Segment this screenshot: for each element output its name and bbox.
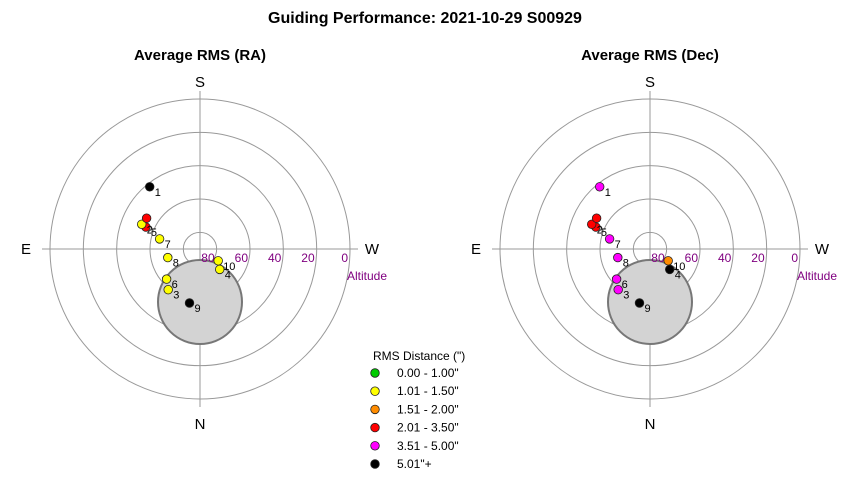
direction-n: N [645, 416, 656, 433]
chart-title: Guiding Performance: 2021-10-29 S00929 [268, 10, 582, 27]
direction-w: W [365, 241, 380, 258]
point-label: 3 [623, 290, 629, 302]
data-point [161, 274, 172, 284]
point-label: 3 [173, 290, 179, 302]
data-point [595, 182, 605, 192]
data-point [613, 252, 623, 263]
altitude-label: Altitude [347, 269, 387, 283]
point-label: 7 [165, 239, 171, 251]
data-point [634, 298, 645, 308]
data-point [136, 219, 147, 230]
legend-label: 3.51 - 5.00" [397, 439, 459, 453]
data-point [144, 182, 155, 192]
point-label: 8 [173, 258, 179, 270]
legend-label: 2.01 - 3.50" [397, 421, 459, 435]
altitude-tick: 80 [651, 251, 665, 265]
altitude-tick: 60 [685, 251, 699, 265]
point-label: 1 [605, 187, 611, 199]
legend-title: RMS Distance (") [373, 349, 465, 363]
shaded-region [607, 259, 693, 345]
data-point [663, 256, 673, 266]
point-label: 9 [195, 303, 201, 315]
point-label: 2 [597, 224, 603, 236]
legend-marker [370, 368, 380, 378]
data-point [604, 234, 615, 244]
shaded-region [157, 259, 243, 345]
polar-panel-ra: Average RMS (RA) S N E W 80 60 40 20 0 Altitude 9 3… [21, 47, 387, 433]
point-label: 6 [172, 279, 178, 291]
altitude-tick: 60 [235, 251, 249, 265]
panel-title-dec: Average RMS (Dec) [581, 47, 719, 64]
legend-label: 1.01 - 1.50" [397, 384, 459, 398]
point-label: 8 [623, 258, 629, 270]
data-point [213, 256, 223, 266]
altitude-tick: 0 [341, 251, 348, 265]
data-point [141, 213, 152, 223]
data-point [591, 213, 602, 223]
legend-label: 5.01"+ [397, 457, 432, 471]
altitude-tick: 20 [301, 251, 315, 265]
data-point [613, 285, 623, 295]
direction-s: S [195, 74, 205, 91]
panel-title-ra: Average RMS (RA) [134, 47, 266, 64]
direction-e: E [471, 241, 481, 258]
point-label: 9 [645, 303, 651, 315]
point-label: 2 [147, 224, 153, 236]
legend-marker [370, 386, 380, 396]
direction-w: W [815, 241, 830, 258]
data-point [587, 219, 597, 230]
legend-marker [370, 459, 380, 469]
point-label: 6 [622, 279, 628, 291]
data-point [163, 285, 173, 295]
altitude-tick: 20 [751, 251, 765, 265]
legend-marker [370, 404, 380, 415]
data-point [154, 234, 165, 244]
data-point [611, 274, 622, 284]
point-label: 5 [601, 227, 607, 239]
data-point [214, 264, 225, 275]
data-point [163, 252, 173, 263]
altitude-label: Altitude [797, 269, 837, 283]
altitude-tick: 40 [718, 251, 732, 265]
point-label: 1 [155, 187, 161, 199]
direction-n: N [195, 416, 206, 433]
altitude-tick: 0 [791, 251, 798, 265]
point-label: 4 [675, 269, 681, 281]
legend-label: 1.51 - 2.00" [397, 402, 459, 416]
polar-panel-dec: Average RMS (Dec) S N E W 80 60 40 20 0 Altitude 9… [471, 47, 837, 433]
altitude-tick: 80 [201, 251, 215, 265]
point-label: 10 [673, 261, 685, 273]
data-point [665, 264, 675, 275]
direction-s: S [645, 74, 655, 91]
data-point [184, 298, 195, 308]
legend-label: 0.00 - 1.00" [397, 366, 459, 380]
rms-legend: RMS Distance (") 0.00 - 1.00" 1.01 - 1.50… [370, 349, 465, 471]
altitude-tick: 40 [268, 251, 282, 265]
point-label: 4 [225, 269, 231, 281]
point-label: 10 [223, 261, 235, 273]
point-label: 5 [151, 227, 157, 239]
direction-e: E [21, 241, 31, 258]
legend-marker [370, 441, 380, 451]
legend-marker [370, 422, 380, 433]
point-label: 7 [615, 239, 621, 251]
